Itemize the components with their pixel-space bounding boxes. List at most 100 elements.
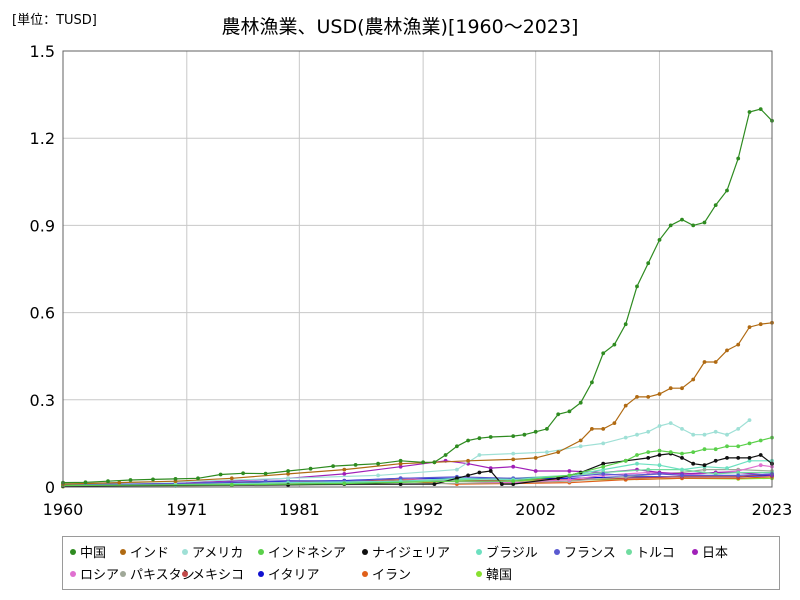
data-point: [398, 461, 403, 466]
data-point: [511, 464, 516, 469]
y-tick-label: 1.5: [30, 42, 55, 61]
data-point: [398, 464, 403, 469]
data-point: [477, 453, 482, 457]
data-point: [455, 467, 459, 472]
data-point: [263, 471, 268, 476]
data-point: [218, 472, 223, 477]
legend-label: イラン: [372, 568, 411, 583]
legend-label: ブラジル: [486, 545, 538, 561]
data-point: [713, 447, 718, 452]
legend-item: ナイジェリア: [362, 546, 450, 561]
legend-marker: [120, 571, 126, 577]
data-point: [545, 427, 549, 431]
data-point: [466, 458, 470, 463]
series-line: [62, 460, 773, 486]
legend-label: ナイジェリア: [372, 546, 450, 561]
legend-item: 韓国: [476, 568, 512, 583]
legend-marker: [258, 571, 264, 577]
data-point: [398, 476, 403, 481]
data-point: [657, 448, 662, 453]
data-point: [747, 325, 752, 329]
data-point: [725, 432, 729, 437]
legend-marker: [182, 549, 188, 555]
y-tick-label: 1.2: [30, 129, 55, 148]
data-point: [657, 392, 662, 396]
data-point: [725, 444, 729, 449]
data-point: [556, 412, 561, 417]
plot-area-frame: [62, 50, 773, 488]
data-point: [522, 432, 527, 437]
data-point: [680, 473, 684, 478]
data-point: [601, 464, 606, 469]
data-point: [747, 458, 752, 463]
y-axis-ticks: 0 0.3 0.6 0.9 1.2 1.5: [30, 42, 55, 497]
data-point: [466, 473, 470, 478]
data-point: [398, 458, 403, 463]
data-point: [556, 450, 561, 454]
data-point: [342, 472, 347, 476]
data-point: [241, 471, 246, 476]
data-point: [657, 463, 662, 468]
data-point: [725, 466, 729, 470]
data-point: [691, 223, 696, 228]
data-point: [680, 467, 684, 472]
data-point: [500, 482, 504, 486]
legend-marker: [182, 571, 188, 577]
data-point: [432, 460, 437, 465]
legend-item: イラン: [362, 568, 411, 583]
x-tick-label: 1981: [279, 500, 320, 519]
data-point: [567, 409, 572, 414]
legend-item: 中国: [70, 546, 106, 561]
data-point: [635, 453, 639, 457]
data-point: [106, 479, 110, 484]
legend-label: インドネシア: [268, 546, 346, 561]
data-point: [578, 438, 583, 443]
data-point: [342, 481, 347, 486]
data-point: [713, 360, 718, 364]
data-point: [601, 467, 606, 472]
x-tick-label: 1960: [43, 500, 84, 519]
data-point: [657, 238, 662, 242]
data-point: [646, 456, 651, 460]
data-point: [635, 461, 639, 466]
data-point: [736, 456, 741, 460]
data-point: [702, 467, 707, 472]
legend-item: トルコ: [626, 546, 675, 561]
data-point: [736, 342, 741, 347]
data-point: [196, 476, 200, 481]
data-point: [286, 476, 290, 481]
legend: 中国 インド アメリカ インドネシア ナイジェリア ブラジル フランス トルコ 日本 ロシア パキス…: [62, 536, 780, 590]
legend-label: ロシア: [80, 568, 119, 583]
grid: [62, 50, 773, 488]
data-point: [601, 472, 606, 476]
data-point: [455, 444, 459, 449]
data-point: [680, 456, 684, 460]
data-point: [702, 447, 707, 452]
data-point: [229, 482, 234, 487]
legend-item: メキシコ: [182, 568, 244, 583]
data-point: [117, 480, 122, 485]
legend-label: メキシコ: [192, 568, 244, 583]
legend-item: ロシア: [70, 568, 119, 583]
data-point: [657, 472, 662, 476]
data-point: [691, 450, 696, 454]
data-point: [736, 470, 741, 475]
data-point: [477, 470, 482, 475]
legend-label: 日本: [702, 546, 728, 561]
data-point: [691, 461, 696, 466]
data-point: [533, 469, 538, 473]
data-point: [668, 223, 673, 228]
data-point: [747, 110, 752, 114]
data-point: [511, 457, 516, 462]
y-tick-label: 0.6: [30, 304, 55, 323]
data-point: [758, 322, 763, 327]
legend-label: パキスタン: [130, 568, 195, 583]
data-point: [623, 322, 628, 327]
data-point: [308, 466, 313, 471]
data-point: [646, 450, 651, 454]
series-インドネシア: [61, 435, 774, 488]
data-point: [286, 472, 290, 476]
data-point: [601, 441, 606, 446]
data-point: [151, 477, 155, 482]
data-point: [466, 438, 470, 443]
